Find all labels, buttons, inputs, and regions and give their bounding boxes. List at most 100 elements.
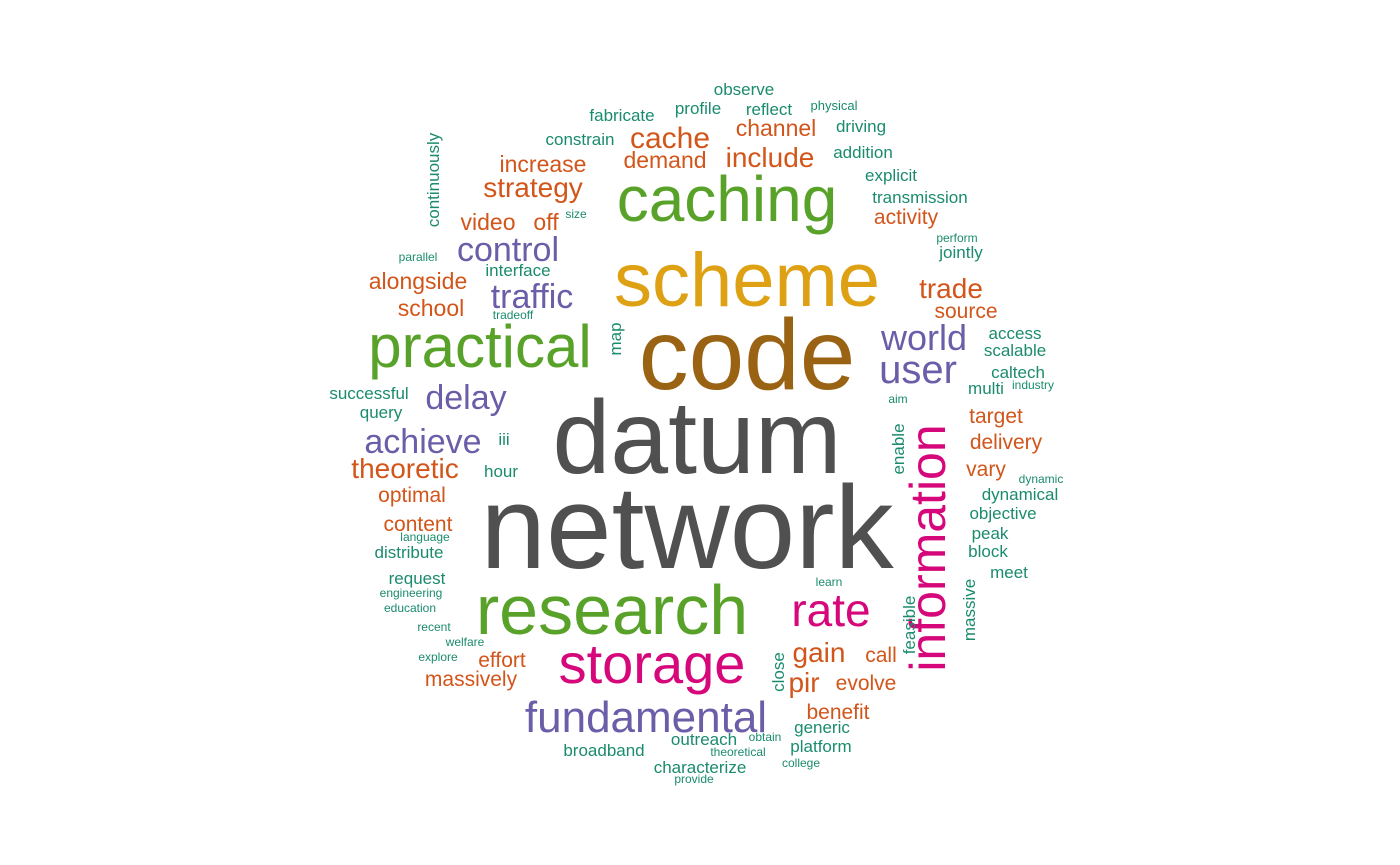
cloud-word-continuously: continuously	[424, 132, 443, 227]
cloud-word-call: call	[865, 644, 897, 667]
cloud-word-alongside: alongside	[369, 268, 467, 294]
cloud-word-strategy: strategy	[483, 172, 583, 203]
cloud-word-scheme: scheme	[614, 238, 880, 323]
cloud-word-datum: datum	[552, 380, 841, 496]
cloud-word-tradeoff: tradeoff	[493, 308, 534, 322]
cloud-word-map: map	[606, 322, 625, 355]
cloud-word-language: language	[400, 530, 450, 544]
cloud-word-addition: addition	[833, 143, 893, 162]
cloud-word-world: world	[880, 317, 967, 358]
cloud-word-close: close	[769, 652, 788, 692]
cloud-word-dynamical: dynamical	[982, 485, 1059, 504]
cloud-word-target: target	[969, 405, 1023, 428]
cloud-word-provide: provide	[674, 772, 714, 786]
cloud-word-vary: vary	[966, 458, 1006, 481]
cloud-word-effort: effort	[478, 649, 526, 672]
cloud-word-driving: driving	[836, 117, 886, 136]
cloud-word-physical: physical	[811, 98, 858, 113]
cloud-word-caching: caching	[617, 163, 838, 235]
cloud-word-explore: explore	[418, 650, 458, 664]
cloud-word-storage: storage	[559, 632, 746, 695]
cloud-word-perform: perform	[936, 231, 977, 245]
cloud-word-request: request	[389, 569, 446, 588]
cloud-word-learn: learn	[816, 575, 843, 589]
cloud-word-industry: industry	[1012, 378, 1054, 392]
cloud-word-cache: cache	[630, 122, 710, 155]
cloud-word-jointly: jointly	[938, 243, 983, 262]
cloud-word-gain: gain	[793, 637, 846, 668]
cloud-word-education: education	[384, 601, 436, 615]
cloud-word-delivery: delivery	[970, 431, 1043, 454]
cloud-word-recent: recent	[417, 620, 451, 634]
cloud-word-reflect: reflect	[746, 100, 793, 119]
cloud-word-network: network	[480, 462, 894, 594]
cloud-word-interface: interface	[485, 261, 550, 280]
cloud-word-college: college	[782, 756, 820, 770]
cloud-word-fabricate: fabricate	[589, 106, 654, 125]
cloud-word-research: research	[476, 571, 748, 649]
cloud-word-traffic: traffic	[491, 278, 574, 316]
cloud-word-pir: pir	[788, 667, 819, 698]
cloud-word-optimal: optimal	[378, 484, 446, 507]
cloud-word-block: block	[968, 542, 1008, 561]
cloud-word-theoretical: theoretical	[710, 745, 765, 759]
cloud-word-caltech: caltech	[991, 363, 1045, 382]
cloud-word-demand: demand	[623, 147, 706, 173]
cloud-word-query: query	[360, 403, 403, 422]
cloud-word-practical: practical	[368, 313, 591, 380]
cloud-word-feasible: feasible	[900, 596, 919, 655]
cloud-word-user: user	[879, 348, 957, 392]
cloud-word-peak: peak	[972, 524, 1009, 543]
cloud-word-engineering: engineering	[380, 586, 443, 600]
cloud-word-transmission: transmission	[872, 188, 967, 207]
cloud-word-delay: delay	[425, 379, 506, 417]
cloud-word-broadband: broadband	[563, 741, 644, 760]
cloud-word-parallel: parallel	[399, 250, 438, 264]
cloud-word-aim: aim	[888, 392, 907, 406]
cloud-word-platform: platform	[790, 737, 851, 756]
cloud-word-access: access	[989, 324, 1042, 343]
cloud-word-video: video	[461, 209, 516, 235]
cloud-word-fundamental: fundamental	[525, 693, 767, 742]
cloud-word-massively: massively	[425, 668, 518, 691]
cloud-word-obtain: obtain	[749, 730, 782, 744]
cloud-word-trade: trade	[919, 273, 983, 304]
cloud-word-profile: profile	[675, 99, 721, 118]
cloud-word-objective: objective	[969, 504, 1036, 523]
cloud-word-massive: massive	[960, 579, 979, 641]
cloud-word-control: control	[457, 231, 559, 269]
cloud-word-source: source	[934, 300, 997, 323]
cloud-word-characterize: characterize	[654, 758, 747, 777]
cloud-word-theoretic: theoretic	[351, 453, 458, 484]
cloud-word-channel: channel	[736, 115, 817, 141]
cloud-word-observe: observe	[714, 80, 774, 99]
cloud-word-activity: activity	[874, 206, 939, 229]
cloud-word-achieve: achieve	[364, 423, 481, 461]
cloud-word-content: content	[384, 513, 453, 536]
cloud-word-outreach: outreach	[671, 730, 737, 749]
cloud-word-successful: successful	[329, 384, 408, 403]
cloud-word-school: school	[398, 295, 464, 321]
cloud-word-dynamic: dynamic	[1019, 472, 1064, 486]
cloud-word-multi: multi	[968, 379, 1004, 398]
cloud-word-distribute: distribute	[375, 543, 444, 562]
cloud-word-benefit: benefit	[806, 701, 869, 724]
cloud-word-constrain: constrain	[546, 130, 615, 149]
cloud-word-include: include	[726, 142, 815, 173]
cloud-word-rate: rate	[791, 584, 870, 636]
cloud-word-hour: hour	[484, 462, 518, 481]
cloud-word-generic: generic	[794, 718, 850, 737]
cloud-word-explicit: explicit	[865, 166, 917, 185]
cloud-word-off: off	[533, 209, 559, 235]
cloud-word-scalable: scalable	[984, 341, 1046, 360]
cloud-word-evolve: evolve	[836, 672, 897, 695]
cloud-word-welfare: welfare	[445, 635, 485, 649]
cloud-word-size: size	[565, 207, 587, 221]
cloud-word-meet: meet	[990, 563, 1028, 582]
cloud-word-code: code	[639, 299, 856, 411]
cloud-word-information: information	[900, 424, 956, 671]
cloud-word-enable: enable	[889, 423, 908, 474]
cloud-word-iii: iii	[498, 430, 509, 449]
cloud-word-increase: increase	[500, 151, 587, 177]
